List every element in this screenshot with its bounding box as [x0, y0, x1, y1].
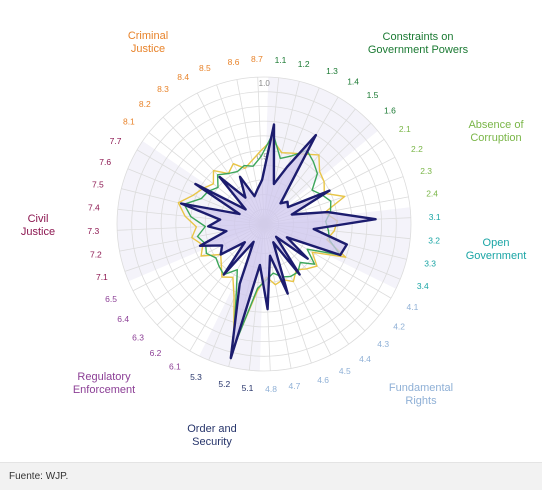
tick-label: 6.1: [169, 362, 181, 372]
tick-label: 6.4: [117, 314, 129, 324]
tick-label: 3.4: [417, 281, 429, 291]
category-label: Absence of: [468, 119, 524, 131]
ring-label: 0.5: [257, 153, 269, 162]
source-label: Fuente: WJP.: [9, 471, 69, 482]
tick-label: 3.1: [429, 212, 441, 222]
tick-label: 2.4: [426, 189, 438, 199]
tick-label: 7.6: [99, 157, 111, 167]
tick-label: 2.3: [420, 166, 432, 176]
tick-label: 1.3: [326, 66, 338, 76]
radar-chart: 1.0 0.5 1.1 1.2 1.3 1.4 1.5 1.62.12.2 2.3 2.4 3.1 3…: [21, 30, 527, 448]
tick-label: 8.4: [177, 72, 189, 82]
tick-label: 6.5: [105, 294, 117, 304]
tick-label: 4.3: [377, 339, 389, 349]
tick-label: 8.6: [228, 57, 240, 67]
category-label: Justice: [21, 226, 55, 238]
tick-label: 1.5: [367, 90, 379, 100]
series-line-2: [179, 123, 377, 360]
tick-label: 6.2: [150, 348, 162, 358]
category-label: Security: [192, 436, 232, 448]
tick-label: 3.2: [428, 236, 440, 246]
category-label: Constraints on: [383, 31, 454, 43]
category-label: Rights: [405, 395, 437, 407]
tick-label: 4.4: [359, 354, 371, 364]
category-label: Regulatory: [77, 371, 131, 383]
category-label: Fundamental: [389, 382, 453, 394]
category-label: Government: [466, 250, 527, 262]
tick-label: 7.2: [90, 249, 102, 259]
series-line-1: [183, 132, 341, 351]
tick-label: 1.2: [298, 59, 310, 69]
category-label: Civil: [28, 213, 49, 225]
tick-label: 2.1: [399, 124, 411, 134]
series-line-0: [177, 138, 347, 348]
tick-label: 5.2: [218, 379, 230, 389]
group-sector-0: [264, 77, 378, 224]
tick-label: 4.1: [407, 302, 419, 312]
tick-label: 7.1: [96, 272, 108, 282]
source-footer: Fuente: WJP.: [0, 462, 542, 490]
ring-label: 1.0: [259, 79, 271, 88]
tick-label: 7.5: [92, 179, 104, 189]
group-sector-1: [264, 130, 411, 224]
tick-label: 5.1: [242, 383, 254, 393]
group-sector-3: [259, 224, 396, 371]
tick-label: 4.8: [265, 384, 277, 394]
tick-label: 8.2: [139, 99, 151, 109]
tick-label: 1.1: [275, 55, 287, 65]
category-label: Order and: [187, 423, 237, 435]
tick-label: 1.4: [347, 77, 359, 87]
category-label: Government Powers: [368, 44, 469, 56]
tick-label: 8.7: [251, 54, 263, 64]
tick-label: 7.7: [110, 136, 122, 146]
tick-label: 4.6: [317, 375, 329, 385]
grid-ring: [145, 106, 382, 342]
tick-label: 3.3: [424, 259, 436, 269]
group-sector-5: [128, 224, 264, 356]
grid-ring: [131, 91, 397, 357]
category-label: Enforcement: [73, 384, 135, 396]
tick-label: 8.1: [123, 116, 135, 126]
category-label: Criminal: [128, 30, 168, 42]
tick-label: 7.3: [87, 226, 99, 236]
tick-label: 8.5: [199, 63, 211, 73]
tick-label: 1.6: [384, 106, 396, 116]
tick-label: 5.3: [190, 372, 202, 382]
grid-spoke: [263, 223, 366, 332]
tick-label: 4.5: [339, 366, 351, 376]
grid-ring: [116, 76, 412, 372]
radar-chart-container: 1.0 0.5 1.1 1.2 1.3 1.4 1.5 1.6 2.1 2.2 2.3 2.4 3.1 3…: [21, 30, 527, 448]
tick-label: 8.3: [157, 84, 169, 94]
category-label: Open: [483, 237, 510, 249]
grid-ring: [160, 120, 368, 328]
tick-label: 2.2: [411, 144, 423, 154]
group-sector-7: [142, 77, 269, 224]
tick-label: 7.4: [88, 203, 100, 213]
tick-label: 4.2: [393, 322, 405, 332]
tick-label: 4.7: [288, 381, 300, 391]
tick-label: 6.3: [132, 332, 144, 342]
category-label: Justice: [131, 43, 165, 55]
group-sector-6: [116, 141, 265, 282]
category-label: Corruption: [470, 132, 521, 144]
